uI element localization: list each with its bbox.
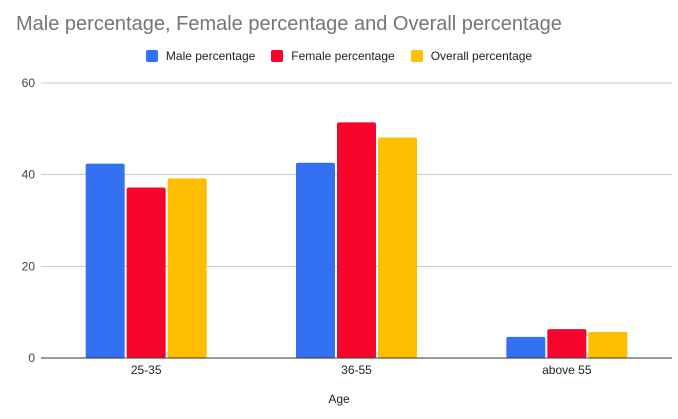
bar-overall-2 [588,331,628,358]
legend-label-overall: Overall percentage [430,49,533,63]
x-tick-label-1: 36-55 [341,363,372,377]
bar-overall-0 [167,178,207,358]
y-tick-label-1: 20 [22,259,36,273]
y-tick-label-2: 40 [22,168,36,182]
x-axis-title: Age [328,392,350,406]
bar-female-0 [126,187,166,358]
bar-female-1 [337,122,376,359]
legend-label-female: Female percentage [291,49,395,63]
y-tick-label-0: 0 [28,351,35,365]
bar-male-0 [85,163,125,358]
legend: Male percentage Female percentage Overal… [0,49,678,63]
legend-item-overall[interactable]: Overall percentage [410,49,533,63]
bar-female-2 [547,329,587,358]
chart-title: Male percentage, Female percentage and O… [16,13,562,35]
legend-swatch-male [145,50,158,62]
legend-item-female[interactable]: Female percentage [271,49,395,63]
y-tick-label-3: 60 [22,76,36,90]
bar-male-1 [296,162,335,358]
x-tick-label-0: 25-35 [131,363,162,377]
x-tick-label-2: above 55 [542,363,592,377]
legend-swatch-female [271,50,284,62]
legend-label-male: Male percentage [165,49,256,63]
legend-item-male[interactable]: Male percentage [145,49,256,63]
bar-overall-1 [378,137,417,358]
legend-swatch-overall [410,50,423,62]
bar-male-2 [506,336,546,358]
